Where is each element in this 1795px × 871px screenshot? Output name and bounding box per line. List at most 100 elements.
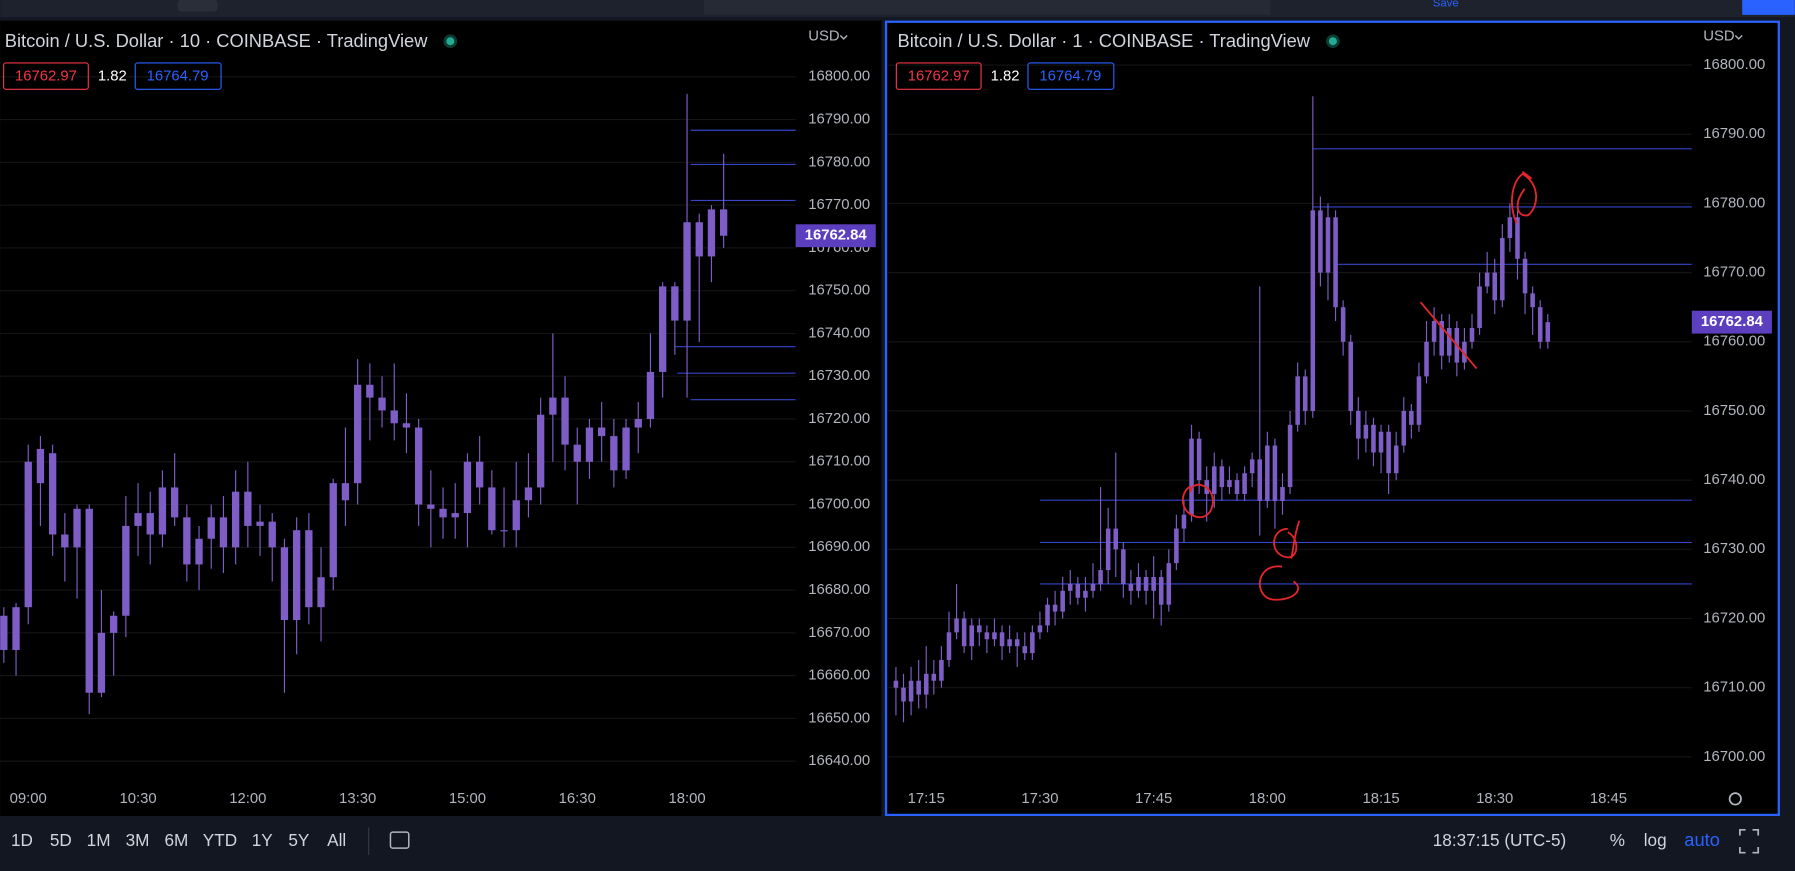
auto-toggle[interactable]: auto xyxy=(1684,829,1720,850)
y-tick-label: 16790.00 xyxy=(808,111,870,127)
y-tick-label: 16750.00 xyxy=(1703,403,1765,419)
y-tick-label: 16770.00 xyxy=(1703,265,1765,281)
candle-body xyxy=(378,397,386,411)
candle-body xyxy=(195,538,203,565)
date-range-icon[interactable] xyxy=(389,831,410,849)
toolbar-button[interactable] xyxy=(177,0,218,12)
candle-body xyxy=(549,397,557,415)
y-tick-label: 16730.00 xyxy=(808,368,870,384)
range-button[interactable]: All xyxy=(327,830,346,850)
x-tick-label: 17:30 xyxy=(1021,791,1058,807)
candle-body xyxy=(24,461,32,608)
range-button[interactable]: 1M xyxy=(87,830,111,850)
candle-body xyxy=(451,513,459,518)
currency-label[interactable]: USD xyxy=(808,29,840,45)
candle-body xyxy=(36,448,45,484)
candle-body xyxy=(977,625,982,633)
range-button[interactable]: 3M xyxy=(126,830,150,850)
candle-body xyxy=(1090,583,1096,591)
candle-body xyxy=(1515,217,1520,259)
candle-body xyxy=(634,418,642,428)
candle-body xyxy=(1401,410,1407,446)
x-tick-label: 18:30 xyxy=(1476,791,1513,807)
fullscreen-icon[interactable] xyxy=(1739,828,1760,854)
settings-icon[interactable] xyxy=(1728,792,1742,806)
candle-body xyxy=(1545,322,1551,342)
candle-body xyxy=(1196,438,1202,481)
candle-body xyxy=(1128,583,1134,591)
candle-body xyxy=(923,673,929,695)
log-toggle[interactable]: log xyxy=(1644,830,1667,850)
candle-body xyxy=(1037,625,1043,633)
y-tick-label: 16650.00 xyxy=(808,710,870,726)
candle-body xyxy=(366,384,374,398)
candle-body xyxy=(524,487,533,501)
candle-body xyxy=(1105,528,1111,571)
range-button[interactable]: YTD xyxy=(203,830,237,850)
y-tick-label: 16740.00 xyxy=(1703,472,1765,488)
publish-button[interactable] xyxy=(1742,0,1795,15)
range-button[interactable]: 5Y xyxy=(288,830,310,850)
y-tick-label: 16800.00 xyxy=(1703,57,1765,73)
y-tick-label: 16660.00 xyxy=(808,668,870,684)
candle-body xyxy=(1257,459,1263,501)
candle-body xyxy=(946,632,952,661)
candle-body xyxy=(219,517,228,548)
y-tick-label: 16800.00 xyxy=(808,69,870,85)
x-tick-label: 17:15 xyxy=(908,791,945,807)
candle-body xyxy=(244,491,252,526)
candle-body xyxy=(231,491,240,548)
y-tick-label: 16730.00 xyxy=(1703,541,1765,557)
x-tick-label: 18:45 xyxy=(1590,791,1627,807)
drawing-toolbar[interactable] xyxy=(704,0,1271,15)
candle-body xyxy=(1409,410,1414,425)
candle-body xyxy=(134,513,142,526)
candle-body xyxy=(916,680,921,695)
candle-body xyxy=(695,222,703,257)
ask-box xyxy=(1027,62,1115,90)
range-button[interactable]: 1Y xyxy=(252,830,274,850)
candle-body xyxy=(1522,258,1528,294)
clock: 18:37:15 (UTC-5) xyxy=(1433,830,1567,850)
candle-body xyxy=(1340,307,1346,342)
gear[interactable] xyxy=(1728,792,1742,806)
candle-body xyxy=(707,209,716,257)
ask-box xyxy=(134,62,222,90)
candle-body xyxy=(1143,576,1149,591)
x-tick-label: 17:45 xyxy=(1135,791,1172,807)
candle-body xyxy=(1022,646,1028,654)
candle-body xyxy=(268,521,276,548)
candle-body xyxy=(1265,445,1270,501)
y-tick-label: 16700.00 xyxy=(1703,749,1765,765)
candle-body xyxy=(109,615,118,633)
candle-body xyxy=(1363,424,1369,439)
percent-toggle[interactable]: % xyxy=(1610,830,1625,850)
candle-body xyxy=(1431,321,1437,342)
last-price-tag xyxy=(1691,310,1772,334)
candle-body xyxy=(622,427,630,471)
candle-body xyxy=(646,371,655,419)
y-tick-label: 16750.00 xyxy=(808,283,870,299)
spread-value: 1.82 xyxy=(98,69,127,85)
candle-body xyxy=(1158,576,1164,605)
candle-body xyxy=(1287,424,1293,488)
y-tick-label: 16680.00 xyxy=(808,582,870,598)
candle-body xyxy=(439,508,447,518)
range-button[interactable]: 1D xyxy=(11,830,33,850)
candle-body xyxy=(1181,514,1187,529)
save-button[interactable]: Save xyxy=(1433,0,1459,9)
range-button[interactable]: 6M xyxy=(165,830,189,850)
candle-body xyxy=(1189,438,1194,515)
candle-body xyxy=(1174,528,1179,564)
candle-body xyxy=(683,222,691,321)
x-tick-label: 15:00 xyxy=(449,791,486,807)
candle-body xyxy=(719,209,728,236)
candle-body xyxy=(122,525,130,616)
range-button[interactable]: 5D xyxy=(50,830,72,850)
last-price-tag xyxy=(795,224,876,248)
candle-body xyxy=(1030,632,1035,654)
currency-label[interactable]: USD xyxy=(1703,29,1735,45)
y-tick-label: 16760.00 xyxy=(1703,334,1765,350)
candle-body xyxy=(908,680,914,702)
candle-body xyxy=(1083,590,1088,598)
